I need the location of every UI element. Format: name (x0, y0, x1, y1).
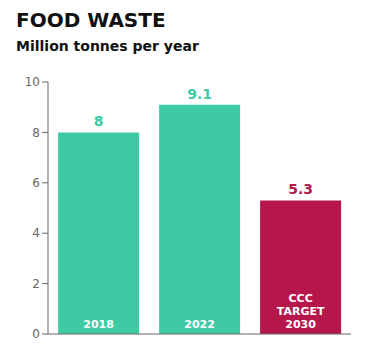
svg-text:6: 6 (32, 176, 40, 190)
svg-text:2022: 2022 (184, 318, 215, 331)
html-text:Million tonnes per year: Million tonnes per year (16, 38, 199, 54)
svg-text:CCCTARGET2030: CCCTARGET2030 (277, 292, 325, 331)
svg-text:2018: 2018 (83, 318, 114, 331)
svg-text:9.1: 9.1 (187, 86, 212, 102)
svg-text:5.3: 5.3 (288, 181, 313, 197)
svg-text:0: 0 (32, 327, 40, 341)
svg-text:8: 8 (32, 126, 40, 140)
svg-text:8: 8 (94, 113, 104, 129)
svg-text:4: 4 (32, 226, 40, 240)
svg-text:2: 2 (32, 277, 40, 291)
html-text:FOOD WASTE: FOOD WASTE (16, 8, 166, 32)
svg-text:10: 10 (25, 75, 40, 89)
